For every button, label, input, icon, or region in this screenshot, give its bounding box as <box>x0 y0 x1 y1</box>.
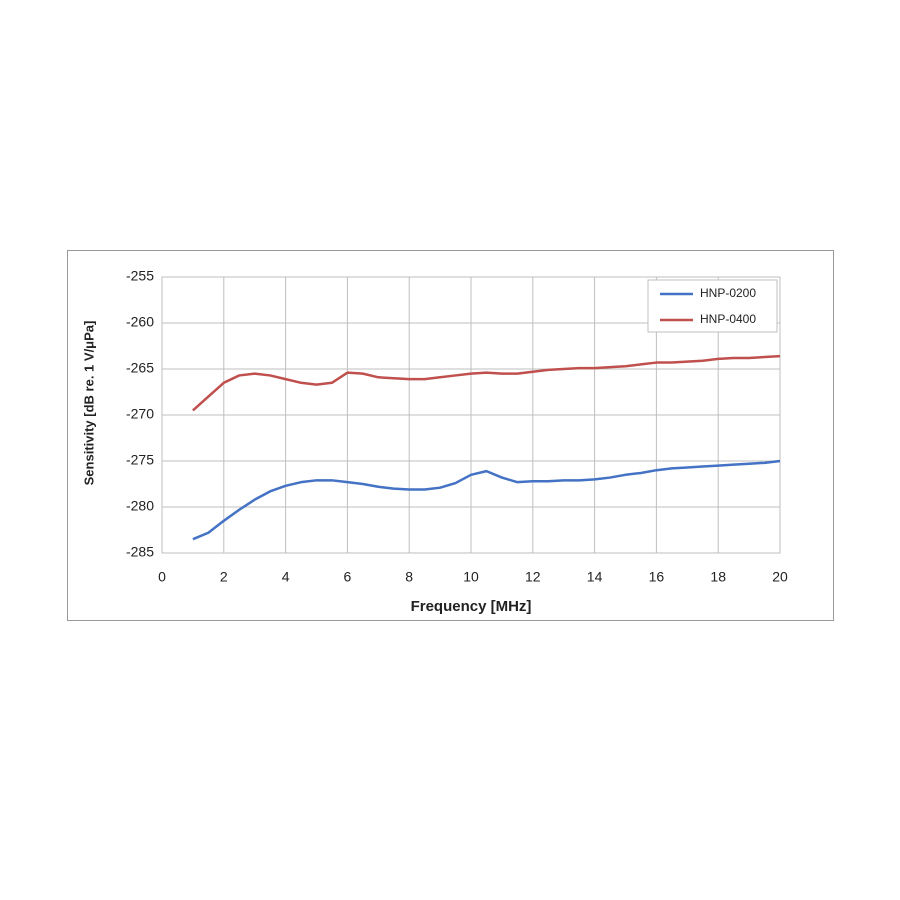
y-tick-label: -260 <box>126 314 154 330</box>
legend-label: HNP-0400 <box>700 312 756 326</box>
data-line <box>192 459 781 541</box>
y-tick-label: -280 <box>126 498 154 514</box>
x-tick-label: 10 <box>463 569 479 585</box>
y-tick-label: -255 <box>126 268 154 284</box>
x-tick-label: 8 <box>405 569 413 585</box>
y-tick-label: -270 <box>126 406 154 422</box>
x-tick-label: 0 <box>158 569 166 585</box>
x-tick-label: 16 <box>649 569 665 585</box>
x-axis-label: Frequency [MHz] <box>411 598 532 615</box>
legend-box <box>647 279 778 333</box>
x-tick-label: 4 <box>282 569 290 585</box>
x-tick-label: 12 <box>525 569 541 585</box>
plot-border <box>161 276 781 554</box>
x-tick-label: 18 <box>710 569 726 585</box>
y-axis-label: Sensitivity [dB re. 1 V/μPa] <box>81 321 96 486</box>
x-tick-label: 20 <box>772 569 788 585</box>
data-line <box>192 354 781 412</box>
x-tick-label: 2 <box>220 569 228 585</box>
y-tick-label: -265 <box>126 360 154 376</box>
x-tick-label: 14 <box>587 569 603 585</box>
y-tick-label: -285 <box>126 544 154 560</box>
y-tick-label: -275 <box>126 452 154 468</box>
legend-label: HNP-0200 <box>700 286 756 300</box>
x-tick-label: 6 <box>344 569 352 585</box>
